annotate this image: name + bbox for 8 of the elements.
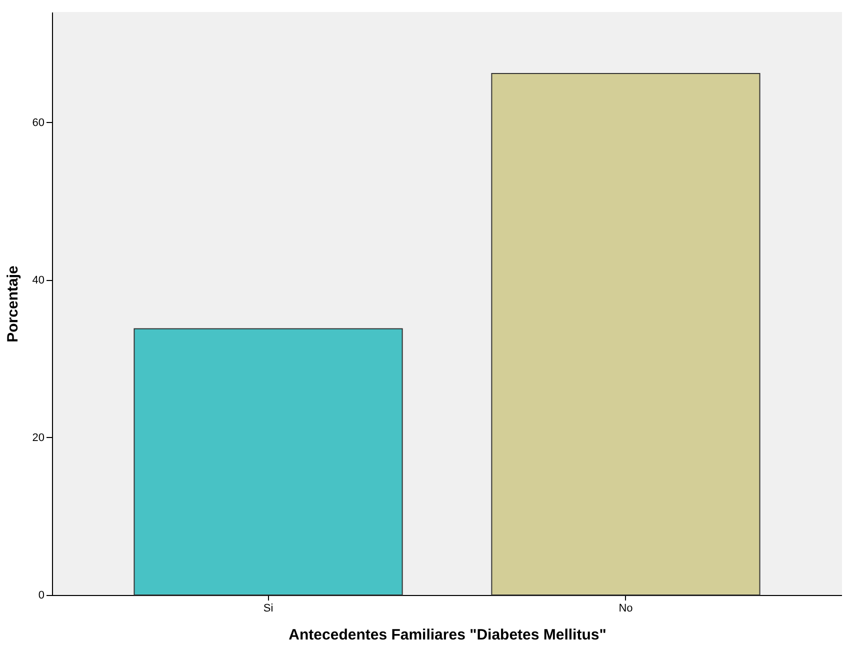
x-tick-label: Si [263, 602, 274, 614]
y-tick-label: 0 [38, 590, 44, 602]
y-tick-label: 20 [32, 432, 44, 444]
x-tick-label: No [618, 602, 633, 614]
x-axis-title: Antecedentes Familiares "Diabetes Mellitus" [288, 626, 606, 644]
y-axis-title: Porcentaje [4, 266, 22, 342]
y-tick-label: 60 [32, 116, 44, 129]
y-tick-label: 40 [32, 274, 44, 286]
